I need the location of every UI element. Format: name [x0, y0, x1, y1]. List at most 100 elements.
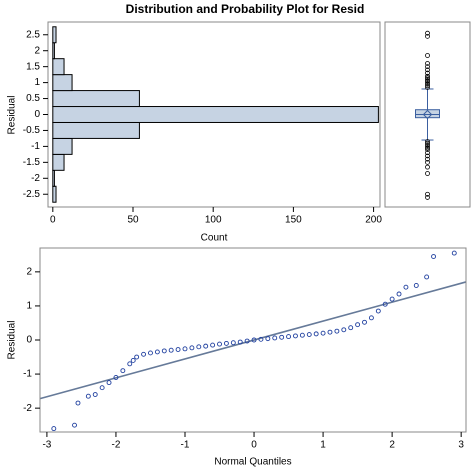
- x-tick-label: 200: [365, 215, 382, 226]
- x-tick-label: 50: [127, 215, 139, 226]
- y-tick-label: 0: [34, 109, 40, 120]
- point: [424, 274, 430, 280]
- point: [368, 315, 374, 321]
- point: [403, 284, 409, 290]
- x-tick-label: -2: [111, 440, 120, 451]
- point: [106, 380, 112, 386]
- point: [196, 344, 202, 350]
- point: [85, 393, 91, 399]
- y-tick-label: -1: [31, 141, 40, 152]
- x-tick-label: -3: [42, 440, 51, 451]
- y-tick-label: 2: [26, 266, 32, 277]
- bar: [52, 90, 140, 108]
- point: [362, 319, 367, 325]
- point: [237, 339, 243, 345]
- point: [120, 368, 126, 374]
- bar: [52, 26, 57, 44]
- outlier: [425, 191, 430, 197]
- point: [141, 351, 147, 357]
- point: [279, 334, 285, 340]
- plot-frame: [384, 21, 471, 208]
- point: [130, 357, 136, 363]
- bar: [52, 106, 379, 123]
- point: [272, 335, 278, 341]
- point: [265, 336, 271, 342]
- outlier: [425, 30, 430, 36]
- x-tick-label: 150: [285, 215, 302, 226]
- outlier: [425, 75, 430, 81]
- bar: [52, 58, 65, 76]
- point: [99, 385, 105, 391]
- outlier: [425, 147, 430, 152]
- bar: [52, 137, 73, 155]
- point: [92, 392, 98, 397]
- reference-line: [39, 281, 467, 400]
- outlier: [425, 53, 430, 58]
- point: [244, 338, 250, 344]
- outlier: [425, 143, 430, 149]
- x-tick-label: -1: [181, 440, 190, 451]
- point: [341, 327, 347, 333]
- y-tick-label: -1.5: [23, 157, 41, 168]
- outlier: [425, 145, 430, 151]
- outlier: [425, 195, 430, 200]
- point: [431, 254, 436, 259]
- point: [251, 337, 257, 343]
- point: [320, 330, 326, 336]
- bar: [52, 74, 73, 92]
- y-axis-label: Residual: [7, 96, 18, 135]
- point: [175, 347, 181, 352]
- point: [382, 301, 388, 307]
- y-tick-label: 0: [26, 335, 32, 346]
- point: [396, 291, 402, 297]
- point: [327, 329, 333, 335]
- point: [210, 342, 216, 348]
- x-tick-label: 3: [458, 440, 464, 451]
- outlier: [425, 171, 430, 176]
- x-tick-label: 2: [389, 440, 395, 451]
- y-tick-label: -2: [23, 403, 32, 414]
- x-axis-label: Normal Quantiles: [214, 457, 291, 468]
- point: [258, 336, 264, 342]
- outlier: [425, 142, 430, 148]
- mean-marker: [422, 109, 433, 120]
- point: [348, 325, 354, 331]
- y-tick-label: 2.5: [26, 29, 40, 40]
- point: [182, 346, 188, 352]
- x-tick-label: 1: [320, 440, 326, 451]
- point: [75, 400, 81, 406]
- point: [286, 334, 292, 340]
- y-tick-label: -1: [23, 369, 32, 380]
- outlier: [425, 153, 430, 159]
- y-tick-label: 1: [26, 301, 32, 312]
- outlier: [425, 78, 430, 84]
- outlier: [425, 150, 430, 156]
- y-tick-label: -2: [31, 173, 40, 184]
- box: [415, 109, 440, 119]
- x-axis-label: Count: [201, 233, 228, 244]
- point: [51, 426, 57, 432]
- point: [223, 340, 229, 346]
- point: [134, 354, 140, 360]
- point: [230, 340, 236, 346]
- point: [189, 345, 195, 351]
- point: [72, 422, 77, 428]
- x-tick-label: 0: [50, 215, 56, 226]
- point: [161, 348, 167, 354]
- point: [148, 350, 153, 356]
- bar: [52, 169, 55, 187]
- outlier: [425, 159, 430, 165]
- chart-title: Distribution and Probability Plot for Re…: [126, 2, 365, 16]
- point: [127, 361, 133, 367]
- outlier: [425, 73, 430, 79]
- bar: [52, 121, 140, 139]
- bar: [52, 185, 57, 203]
- point: [293, 333, 298, 339]
- outlier: [425, 140, 430, 146]
- outlier: [425, 164, 430, 170]
- outlier: [425, 77, 430, 82]
- y-tick-label: -2.5: [23, 189, 41, 200]
- x-tick-label: 100: [205, 215, 222, 226]
- y-tick-label: 1: [34, 77, 40, 88]
